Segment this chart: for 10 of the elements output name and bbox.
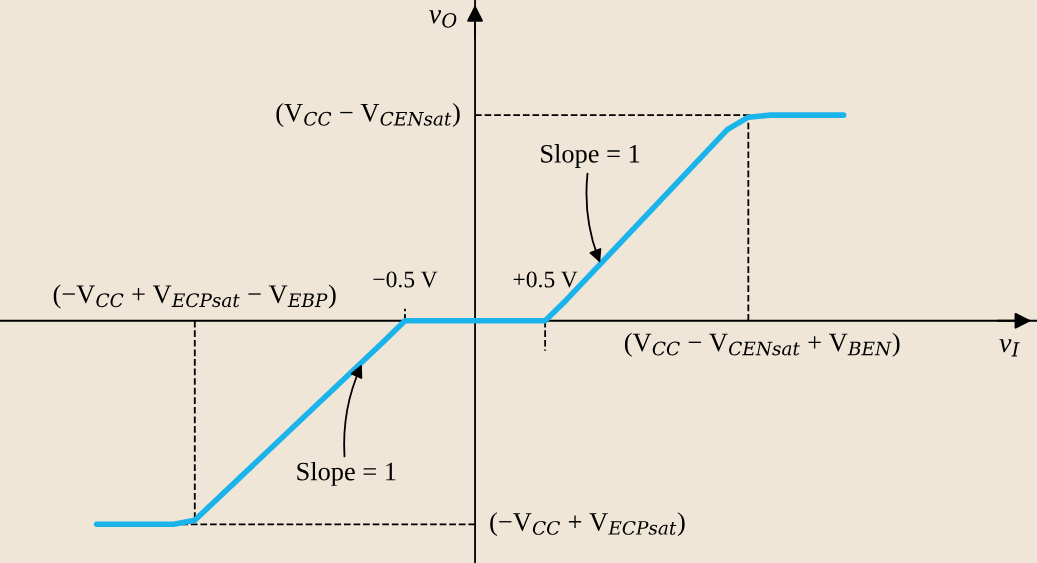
x-tick-label: +0.5 V — [513, 271, 578, 288]
y-axis-title: v$_{O}$ — [429, 10, 457, 28]
x-axis-title: v$_{I}$ — [999, 339, 1020, 357]
ref-line-label: (V$_{CC}$ − V$_{CENsat}$) — [276, 103, 460, 127]
x-tick-label: −0.5 V — [373, 271, 438, 288]
annotation: Slope = 1 — [541, 144, 640, 169]
ref-line-label: (V$_{CC}$ − V$_{CENsat}$ + V$_{BEN}$) — [624, 332, 900, 357]
ref-line-label: (−V$_{CC}$ + V$_{ECPsat}$ − V$_{EBP}$) — [53, 284, 336, 309]
annotation: Slope = 1 — [297, 461, 396, 486]
ref-line-label: (−V$_{CC}$ + V$_{ECPsat}$) — [490, 512, 685, 537]
